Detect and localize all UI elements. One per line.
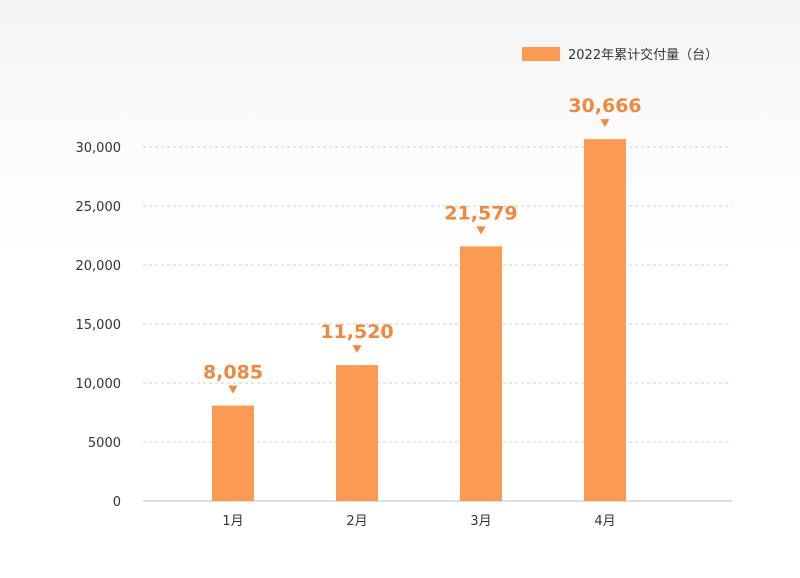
y-axis-ticks: 0 5000 10,000 15,000 20,000 25,000 30,000 (76, 141, 122, 510)
x-category-label: 1月 (222, 514, 243, 529)
x-category-label: 4月 (594, 514, 615, 529)
bar (460, 246, 502, 501)
data-label-marker (600, 119, 610, 128)
y-tick-label: 10,000 (76, 377, 122, 392)
y-tick-label: 0 (113, 495, 121, 510)
data-label-marker (352, 345, 362, 354)
data-label-marker (228, 385, 238, 394)
grid-lines (143, 146, 732, 443)
data-label: 30,666 (568, 95, 641, 117)
data-label: 8,085 (203, 362, 263, 384)
legend-label: 2022年累计交付量（台） (568, 47, 718, 63)
y-tick-label: 5000 (88, 436, 121, 451)
data-label: 21,579 (444, 202, 517, 224)
bars (212, 139, 626, 501)
y-tick-label: 25,000 (76, 200, 122, 215)
bar (212, 405, 254, 501)
bar (584, 139, 626, 501)
x-category-label: 2月 (346, 514, 367, 529)
y-tick-label: 30,000 (76, 141, 122, 156)
y-tick-label: 20,000 (76, 259, 122, 274)
data-labels: 8,085 11,520 21,579 30,666 (203, 95, 642, 394)
y-tick-label: 15,000 (76, 318, 122, 333)
legend-swatch (522, 47, 560, 61)
data-label-marker (476, 226, 486, 235)
bar (336, 365, 378, 501)
legend: 2022年累计交付量（台） (522, 47, 718, 63)
data-label: 11,520 (320, 321, 393, 343)
x-axis-categories: 1月 2月 3月 4月 (222, 514, 615, 529)
x-category-label: 3月 (470, 514, 491, 529)
